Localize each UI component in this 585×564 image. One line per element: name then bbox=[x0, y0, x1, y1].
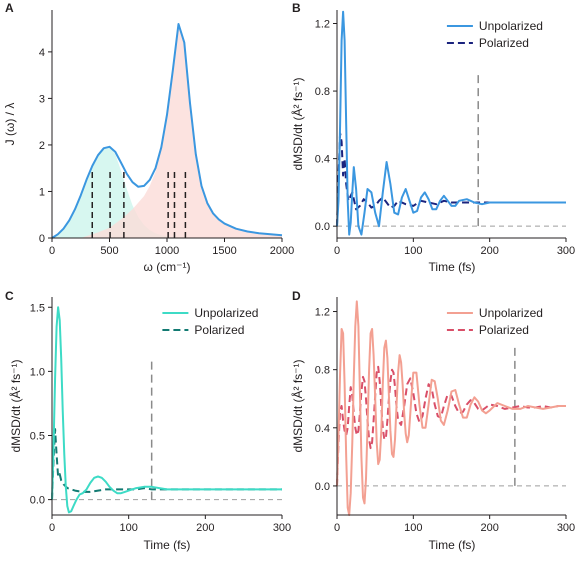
x-tick-label: 100 bbox=[119, 522, 137, 534]
y-tick-label: 1.2 bbox=[315, 19, 330, 31]
area-band-1 bbox=[52, 146, 179, 238]
area-band-2 bbox=[80, 24, 282, 238]
y-axis-label: dMSD/dt (Å² fs⁻¹) bbox=[290, 359, 305, 452]
y-tick-label: 2 bbox=[39, 140, 45, 152]
x-tick-label: 200 bbox=[480, 245, 498, 257]
x-tick-label: 300 bbox=[273, 522, 291, 534]
legend-label: Unpolarized bbox=[479, 306, 543, 320]
x-tick-label: 100 bbox=[404, 245, 422, 257]
legend-label: Polarized bbox=[479, 323, 529, 337]
series-line-total bbox=[51, 23, 283, 239]
y-tick-label: 1.2 bbox=[315, 307, 330, 319]
x-tick-label: 100 bbox=[404, 522, 422, 534]
y-tick-label: 0.8 bbox=[315, 365, 330, 377]
x-tick-label: 0 bbox=[334, 245, 340, 257]
y-tick-label: 3 bbox=[39, 93, 45, 105]
y-axis-label: dMSD/dt (Å² fs⁻¹) bbox=[8, 359, 23, 452]
y-axis-label: J (ω) / λ bbox=[3, 103, 17, 146]
x-tick-label: 200 bbox=[480, 522, 498, 534]
x-tick-label: 1000 bbox=[155, 245, 179, 257]
series-line-unpolarized bbox=[51, 306, 282, 514]
panel-b: B 0 100 200 300 0.0 0.4 0.8 1.2 Time (fs) dMSD/dt … bbox=[290, 1, 575, 274]
series-line-polarized bbox=[336, 132, 566, 227]
series-line-unpolarized bbox=[336, 10, 566, 236]
x-tick-label: 1500 bbox=[212, 245, 236, 257]
legend-label: Unpolarized bbox=[194, 306, 258, 320]
y-tick-label: 0.4 bbox=[315, 423, 330, 435]
y-tick-label: 0.4 bbox=[315, 154, 330, 166]
y-tick-label: 1.0 bbox=[30, 366, 45, 378]
panel-letter: D bbox=[292, 289, 301, 303]
panel-c: C 0 100 200 300 0.0 0.5 1.0 1.5 Time (fs) dMSD/dt … bbox=[5, 289, 291, 552]
y-tick-label: 0 bbox=[39, 233, 45, 245]
series-line-unpolarized bbox=[336, 300, 566, 516]
x-tick-label: 300 bbox=[557, 522, 575, 534]
panel-letter: B bbox=[292, 1, 301, 15]
y-tick-label: 0.0 bbox=[315, 481, 330, 493]
x-axis-label: Time (fs) bbox=[429, 538, 476, 552]
x-tick-label: 500 bbox=[100, 245, 118, 257]
x-axis-label: ω (cm⁻¹) bbox=[143, 260, 190, 274]
panel-letter: C bbox=[5, 289, 14, 303]
x-axis-label: Time (fs) bbox=[429, 260, 476, 274]
panel-d: D 0 100 200 300 0.0 0.4 0.8 1.2 Time (fs) dMSD/dt … bbox=[290, 289, 575, 552]
y-tick-label: 4 bbox=[39, 47, 45, 59]
y-tick-label: 0.0 bbox=[315, 221, 330, 233]
series-line-polarized bbox=[336, 365, 566, 486]
y-tick-label: 0.0 bbox=[30, 495, 45, 507]
y-axis-label: dMSD/dt (Å² fs⁻¹) bbox=[290, 77, 305, 170]
legend-label: Polarized bbox=[479, 36, 529, 50]
legend-label: Unpolarized bbox=[479, 19, 543, 33]
y-tick-label: 1.5 bbox=[30, 302, 45, 314]
y-tick-label: 0.5 bbox=[30, 430, 45, 442]
y-tick-label: 1 bbox=[39, 186, 45, 198]
x-tick-label: 2000 bbox=[270, 245, 294, 257]
x-tick-label: 0 bbox=[334, 522, 340, 534]
legend-label: Polarized bbox=[194, 323, 244, 337]
y-tick-label: 0.8 bbox=[315, 86, 330, 98]
panel-a: A 0 500 1000 1500 2000 0 1 2 3 4 ω (cm⁻¹) J (ω) / λ bbox=[3, 1, 294, 274]
x-axis-label: Time (fs) bbox=[144, 538, 191, 552]
panel-letter: A bbox=[5, 1, 14, 15]
x-tick-label: 200 bbox=[196, 522, 214, 534]
x-tick-label: 0 bbox=[49, 522, 55, 534]
x-tick-label: 0 bbox=[49, 245, 55, 257]
x-tick-label: 300 bbox=[557, 245, 575, 257]
